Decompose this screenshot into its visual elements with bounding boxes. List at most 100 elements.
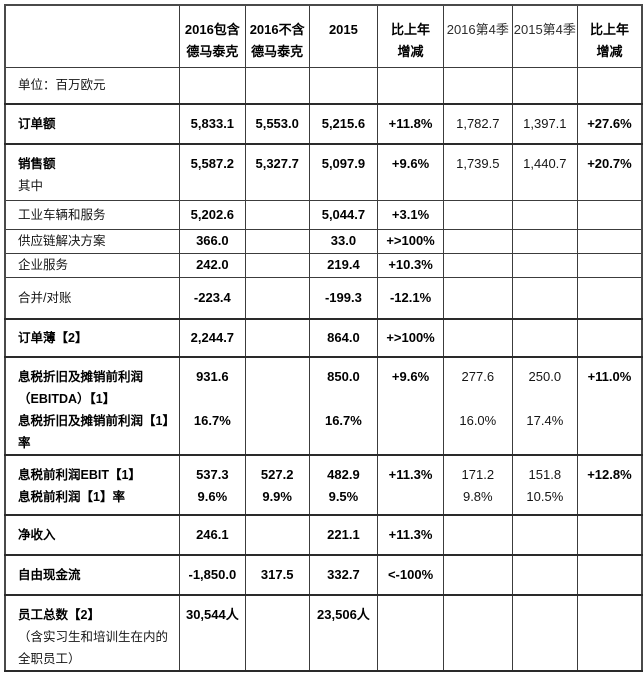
value-cell-y2015: 221.1 [308,514,379,556]
metric-label-cell: 合并/对账 [4,276,180,320]
metric-label-cell: 企业服务 [4,252,180,278]
text-line: 219.4 [327,257,360,272]
value-cell-q4-2016: 1,782.7 [442,103,513,145]
text-line: 5,044.7 [321,206,366,222]
text-line: -223.4 [193,289,231,305]
value-cell-q4-yoy-change [576,514,643,556]
text-line: （含实习生和培训生在内的 [18,630,169,644]
text-line: +10.3% [388,257,433,272]
value-cell-q4-2016 [442,228,513,254]
value-cell-q4-2015 [511,276,578,320]
value-cell-y2015: -199.3 [308,276,379,320]
metric-label-cell: 息税折旧及摊销前利润 （EBITDA）【1】 息税折旧及摊销前利润【1】率 [4,356,180,456]
value-cell-q4-2016 [442,276,513,320]
text-line: 1,397.1 [523,116,567,131]
table-row-free-cash-flow: 自由现金流 -1,850.0 317.5 332.7 <-100% [4,554,643,596]
value-cell-q4-2015 [511,66,578,105]
value-cell-y2015: 219.4 [308,252,379,278]
metric-column-header [4,4,180,68]
value-cell-y2016-incl-dematic: 242.0 [178,252,246,278]
text-line: 5,202.6 [190,206,235,222]
text-line: 1,739.5 [456,156,500,171]
value-cell-q4-2015: 1,440.7 [511,143,578,201]
table-row-order-book: 订单薄【2】 2,244.7 864.0 +>100% [4,318,643,358]
value-cell-q4-yoy-change: +27.6% [576,103,643,145]
value-cell-yoy-change: +9.6% [377,356,444,456]
text-line: +11.3% [388,527,433,542]
text-line: <-100% [387,567,434,582]
header-line: 比上年 [391,22,431,37]
text-line: +11.8% [388,116,433,131]
table-row-order-intake: 订单额 5,833.1 5,553.0 5,215.6 +11.8% 1,782.7 1,3… [4,103,643,145]
text-line: 息税前利润【1】率 [18,490,125,504]
value-cell-y2016-excl-dematic [244,276,310,320]
text-line: 合并/对账 [18,290,72,305]
value-cell-y2016-incl-dematic: -1,850.0 [178,554,246,596]
value-cell-y2016-incl-dematic: -223.4 [178,276,246,320]
text-line: 1,440.7 [523,156,567,171]
metric-label-cell: 供应链解决方案 [4,228,180,254]
text-line: 5,553.0 [255,116,299,131]
header-line: 比上年 [589,22,629,37]
value-cell-yoy-change: +11.3% [377,514,444,556]
value-cell-y2016-incl-dematic: 246.1 [178,514,246,556]
text-line: 931.6 [196,369,229,384]
text-line: 246.1 [196,527,229,542]
text-line: 订单薄【2】 [18,331,88,345]
value-cell-q4-2016 [442,199,513,230]
metric-label-cell: 订单薄【2】 [4,318,180,358]
text-line: （EBITDA）【1】 [18,392,116,406]
value-cell-y2016-incl-dematic: 30,544人 [178,594,246,672]
value-cell-y2016-excl-dematic [244,356,310,456]
header-line: 增减 [397,44,424,59]
header-line: 2016第4季 [446,22,509,37]
metric-label-cell: 单位：百万欧元 [4,66,180,105]
text-line: -199.3 [324,289,362,305]
table-row-ebit: 息税前利润EBIT【1】 息税前利润【1】率 537.3 9.6% 527.2 9.9% 4… [4,454,643,516]
text-line: 277.6 [461,369,495,384]
value-cell-q4-2016 [442,594,513,672]
text-line: 息税折旧及摊销前利润【1】 [18,414,175,428]
table-body: 单位：百万欧元 订单额 5,833.1 5,553.0 5,215.6 +11.8% 1,7… [4,66,643,672]
value-cell-q4-2016: 1,739.5 [442,143,513,201]
table-row-total-employees: 员工总数【2】 （含实习生和培训生在内的 全职员工） 30,544人 23,506人 [4,594,643,672]
table-row-corporate-services: 企业服务 242.0 219.4 +10.3% [4,252,643,278]
value-cell-y2016-excl-dematic: 317.5 [244,554,310,596]
text-line: 5,215.6 [321,116,366,131]
text-line: 221.1 [327,527,360,542]
value-cell-y2015: 5,044.7 [308,199,379,230]
text-line: 16.0% [459,413,497,428]
value-cell-y2016-excl-dematic: 5,327.7 [244,143,310,201]
table-row-industrial-trucks-services: 工业车辆和服务 5,202.6 5,044.7 +3.1% [4,199,643,230]
text-line: 5,097.9 [321,156,366,171]
table-row-consolidation-reconciliation: 合并/对账 -223.4 -199.3 -12.1% [4,276,643,320]
value-cell-q4-2016 [442,66,513,105]
financial-results-table: 2016包含 德马泰克 2016不含 德马泰克 2015 比上年 增减 2016第4季 2015… [4,4,643,672]
value-cell-y2016-excl-dematic: 527.2 9.9% [244,454,310,516]
value-cell-y2015: 850.0 16.7% [308,356,379,456]
text-line: 销售额 [18,157,56,171]
value-cell-yoy-change: +9.6% [377,143,444,201]
value-cell-q4-2015 [511,252,578,278]
table-row-net-income: 净收入 246.1 221.1 +11.3% [4,514,643,556]
value-cell-y2016-incl-dematic: 537.3 9.6% [178,454,246,516]
value-cell-q4-2016 [442,514,513,556]
text-line: +3.1% [391,206,430,222]
text-line: 33.0 [330,233,357,248]
value-cell-y2016-excl-dematic: 5,553.0 [244,103,310,145]
text-line: 850.0 [327,369,360,384]
metric-label-cell: 息税前利润EBIT【1】 息税前利润【1】率 [4,454,180,516]
text-line: -1,850.0 [188,567,237,582]
value-cell-q4-yoy-change: +11.0% [576,356,643,456]
value-cell-q4-2016: 277.6 16.0% [442,356,513,456]
value-cell-q4-2015: 151.8 10.5% [511,454,578,516]
text-line: 23,506人 [317,607,370,622]
text-line: +20.7% [587,156,632,171]
value-cell-y2015: 5,215.6 [308,103,379,145]
header-line: 增减 [596,44,623,59]
text-line: +27.6% [587,116,632,131]
metric-label-cell: 销售额 其中 [4,143,180,201]
column-header-q4-2015: 2015第4季 [511,4,578,68]
spacer-line [444,388,511,410]
value-cell-y2016-incl-dematic: 5,833.1 [178,103,246,145]
